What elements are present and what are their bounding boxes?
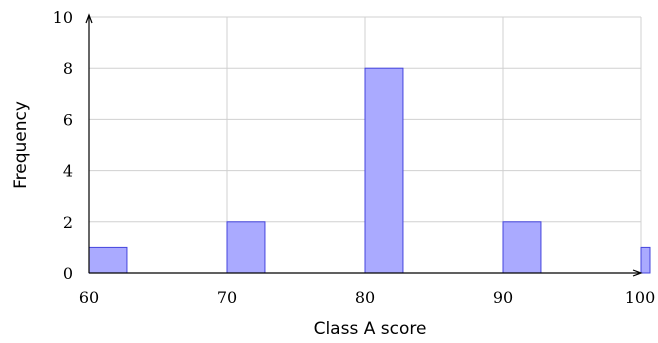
x-axis-label: Class A score <box>314 319 427 339</box>
y-tick-label-0: 0 <box>63 264 73 283</box>
y-axis-label: Frequency <box>11 101 31 189</box>
y-tick-label-2: 2 <box>63 213 73 232</box>
x-tick-label-90: 90 <box>493 288 513 307</box>
x-tick-labels: 60 70 80 90 100 <box>79 288 655 307</box>
axes <box>85 13 643 277</box>
x-tick-label-100: 100 <box>625 288 656 307</box>
y-tick-labels: 0 2 4 6 8 10 <box>53 8 73 283</box>
x-tick-label-70: 70 <box>217 288 237 307</box>
bar-70 <box>226 221 266 274</box>
bar-100 <box>640 246 651 274</box>
y-axis-arrow-icon <box>85 13 93 24</box>
y-tick-label-4: 4 <box>63 162 73 181</box>
bar-80 <box>364 67 404 274</box>
bars <box>88 67 651 274</box>
y-tick-label-10: 10 <box>53 8 73 27</box>
x-tick-label-60: 60 <box>79 288 99 307</box>
y-tick-label-6: 6 <box>63 110 73 129</box>
bar-90 <box>502 221 542 274</box>
x-axis-arrow-icon <box>632 269 643 277</box>
y-tick-label-8: 8 <box>63 59 73 78</box>
bar-60 <box>88 246 128 274</box>
x-tick-label-80: 80 <box>355 288 375 307</box>
